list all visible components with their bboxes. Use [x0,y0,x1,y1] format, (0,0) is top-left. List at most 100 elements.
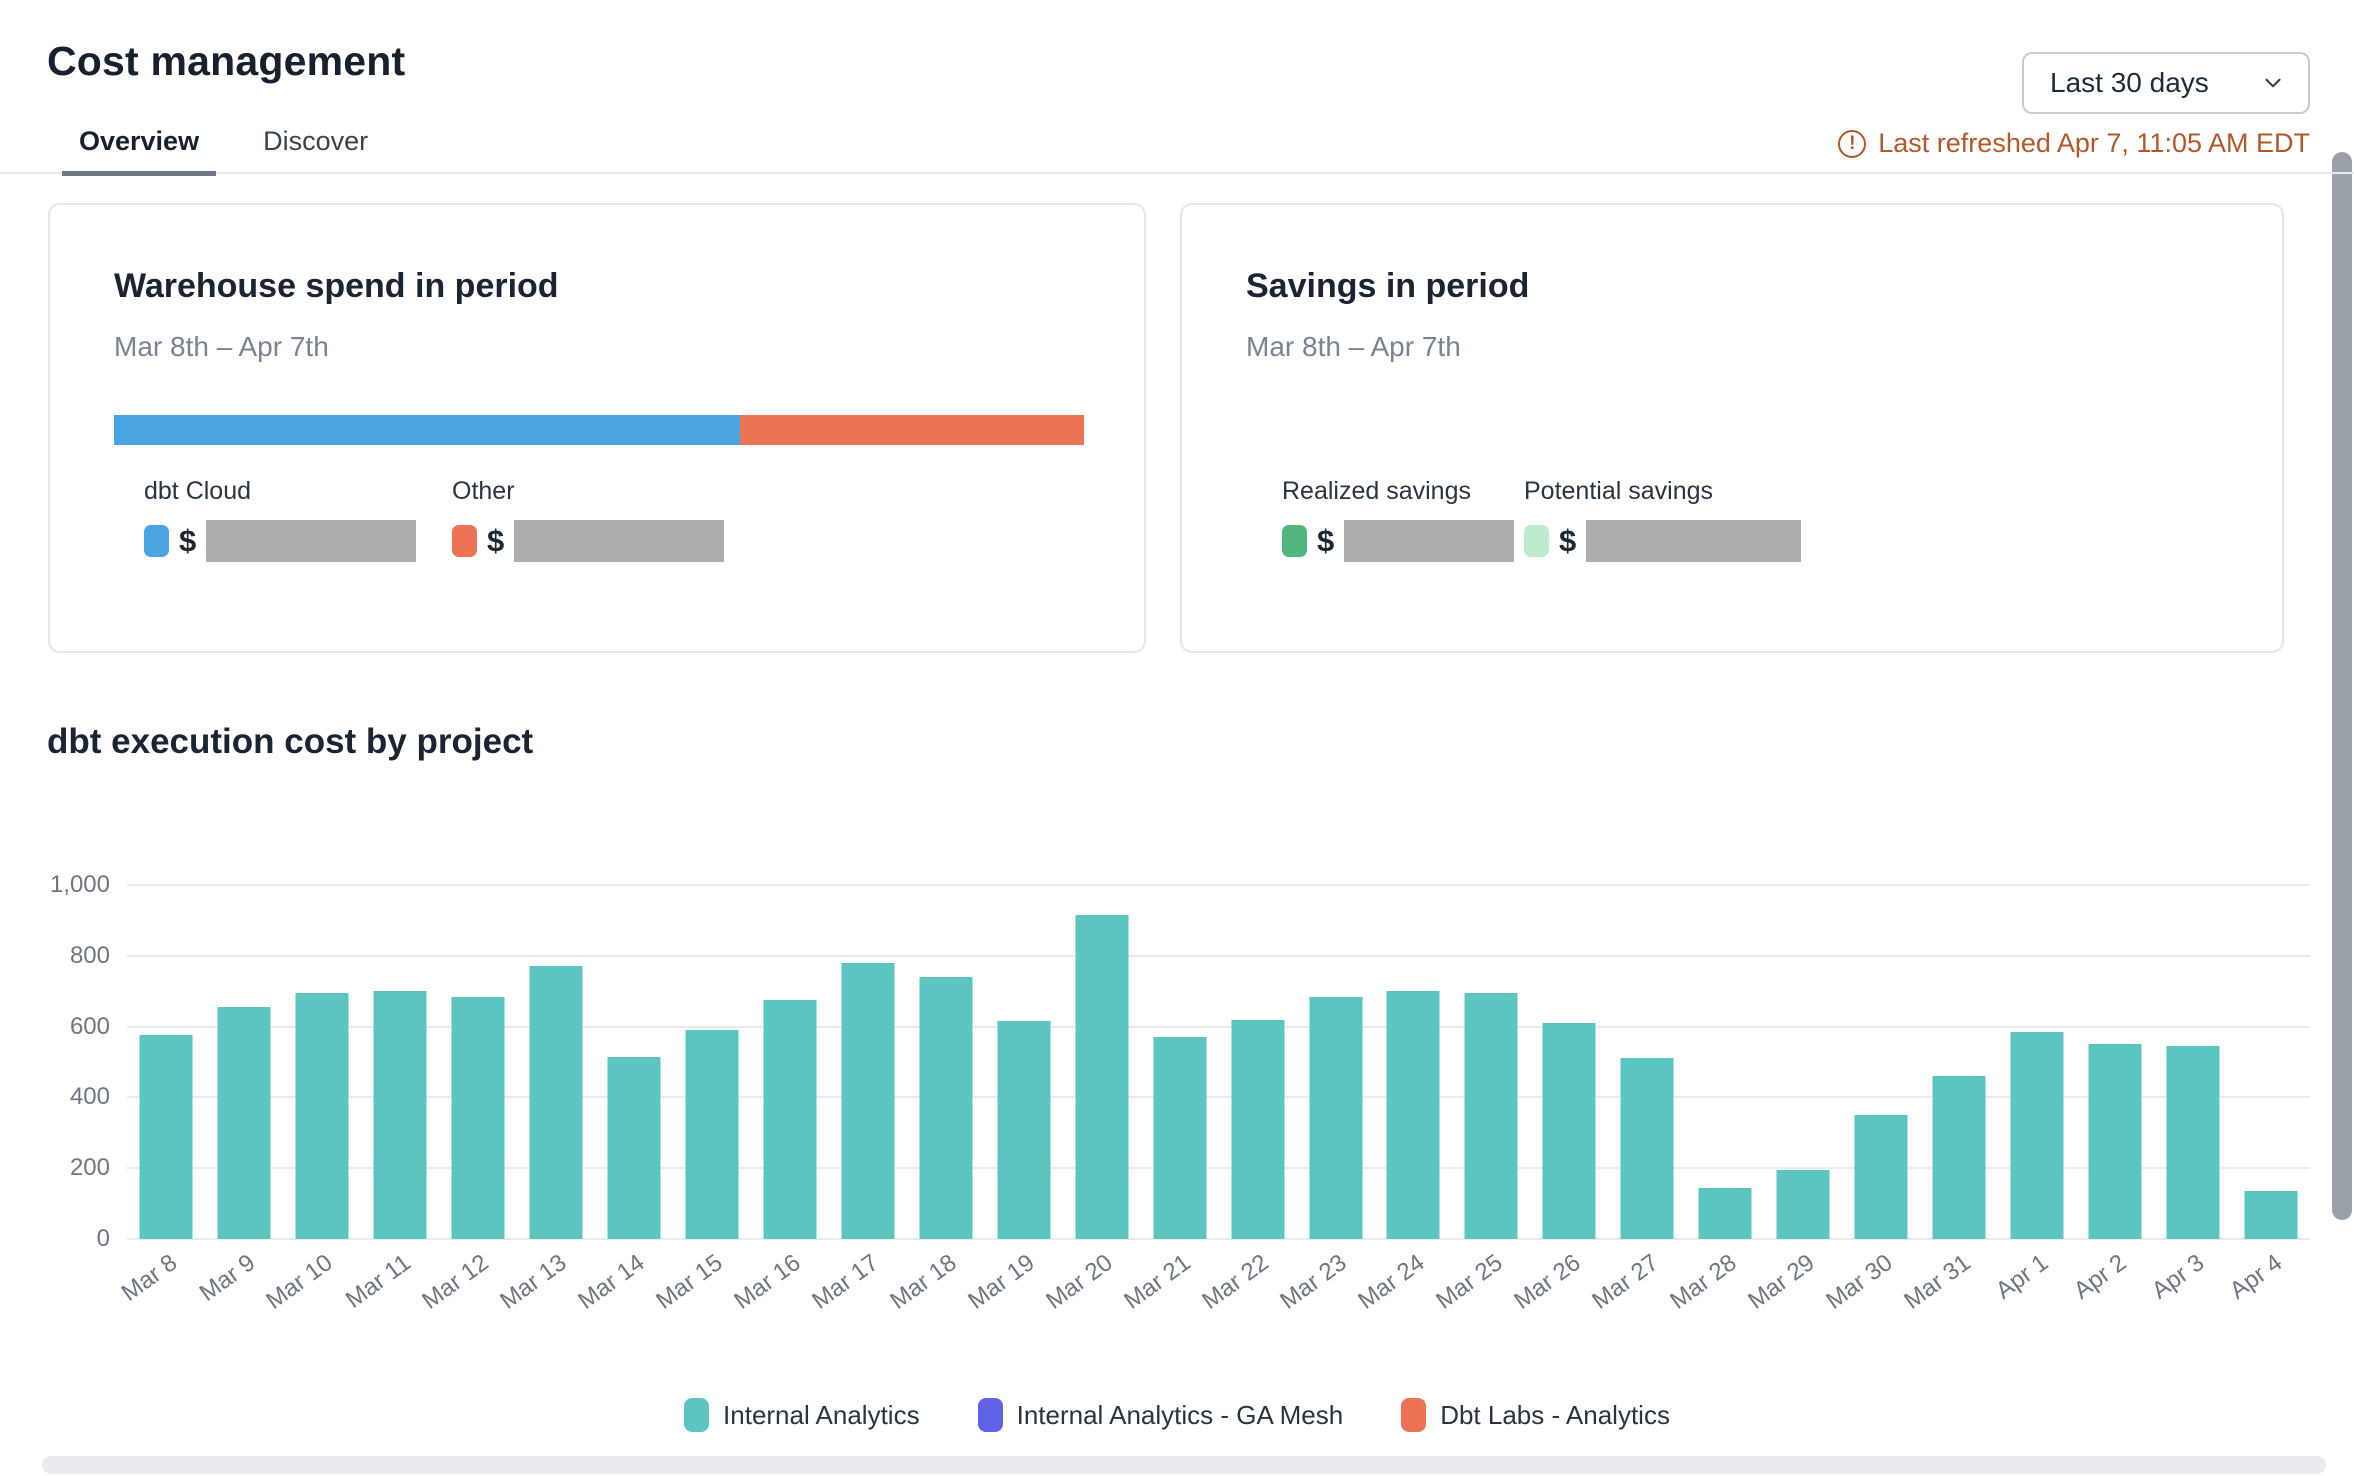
bar-mar-14[interactable] [607,1056,661,1239]
spend-legend-dbt-cloud: dbt Cloud $ [144,477,417,562]
bar-mar-22[interactable] [1231,1019,1285,1239]
chart-legend: Internal Analytics Internal Analytics - G… [0,1398,2354,1432]
bar-slot-mar-27: Mar 27 [1587,885,1686,1315]
x-tick-label: Mar 20 [1041,1249,1118,1315]
x-tick-label: Mar 19 [963,1249,1040,1315]
bar-mar-10[interactable] [295,992,349,1239]
tab-bar: Overview Discover [62,126,385,176]
bar-mar-24[interactable] [1386,991,1440,1239]
x-tick-label: Mar 24 [1353,1249,1430,1315]
x-tick-label: Mar 10 [261,1249,338,1315]
redacted-amount [514,520,725,562]
y-tick-label: 400 [69,1083,110,1111]
bar-mar-11[interactable] [373,991,427,1239]
bar-mar-18[interactable] [919,977,973,1239]
savings-card-period: Mar 8th – Apr 7th [1246,331,1461,362]
legend-label: Other [452,477,515,505]
chart-legend-item-internal-analytics[interactable]: Internal Analytics [684,1398,920,1432]
bar-mar-25[interactable] [1464,992,1518,1239]
bar-mar-17[interactable] [841,962,895,1239]
legend-label: Internal Analytics [723,1399,920,1430]
chart-legend-item-internal-analytics-ga-mesh[interactable]: Internal Analytics - GA Mesh [977,1398,1344,1432]
bar-slot-mar-17: Mar 17 [807,885,907,1315]
savings-legend-potential: Potential savings $ [1524,477,1802,562]
bar-mar-27[interactable] [1620,1058,1674,1239]
bar-apr-1[interactable] [2010,1031,2064,1239]
x-tick-label: Mar 21 [1119,1249,1196,1315]
last-refreshed-text: Last refreshed Apr 7, 11:05 AM EDT [1878,128,2310,158]
bar-apr-2[interactable] [2088,1044,2142,1239]
x-tick-label: Mar 16 [729,1249,806,1315]
bar-mar-21[interactable] [1153,1037,1207,1239]
horizontal-scrollbar[interactable] [42,1456,2326,1474]
legend-label: Internal Analytics - GA Mesh [1016,1399,1344,1430]
tab-discover[interactable]: Discover [263,126,369,156]
bar-slot-mar-28: Mar 28 [1665,885,1764,1315]
bar-slot-mar-11: Mar 11 [341,885,439,1314]
bar-mar-15[interactable] [685,1030,739,1239]
bar-mar-30[interactable] [1854,1115,1908,1239]
x-tick-label: Mar 22 [1197,1249,1274,1315]
savings-card-title: Savings in period [1246,267,1530,305]
bar-apr-4[interactable] [2244,1191,2298,1239]
bar-mar-23[interactable] [1309,996,1363,1239]
bar-mar-16[interactable] [763,1000,817,1239]
x-tick-label: Mar 30 [1820,1249,1898,1315]
bar-mar-29[interactable] [1776,1169,1830,1239]
date-range-value: Last 30 days [2050,67,2209,98]
bar-mar-8[interactable] [139,1035,193,1239]
x-tick-label: Mar 28 [1664,1249,1742,1315]
bar-slot-mar-31: Mar 31 [1899,885,1998,1315]
x-tick-label: Mar 18 [885,1249,962,1315]
x-tick-label: Mar 25 [1431,1249,1508,1315]
currency-symbol: $ [1317,523,1335,558]
currency-symbol: $ [179,523,197,558]
x-tick-label: Mar 13 [495,1249,572,1315]
x-tick-label: Apr 1 [1990,1249,2054,1305]
bar-mar-12[interactable] [451,996,505,1239]
bar-slot-mar-9: Mar 9 [194,885,283,1307]
bar-mar-13[interactable] [529,966,583,1239]
gridline [127,1096,2310,1099]
legend-swatch [1401,1398,1427,1432]
other-swatch [452,525,477,557]
bar-mar-28[interactable] [1698,1187,1752,1239]
redacted-amount [1586,520,1802,562]
gridline [127,884,2310,886]
bar-slot-apr-1: Apr 1 [1991,885,2076,1305]
currency-symbol: $ [487,523,505,558]
spend-legend-other: Other $ [452,477,725,562]
bar-mar-9[interactable] [217,1007,271,1239]
page-title: Cost management [47,38,406,84]
gridline [127,1167,2310,1170]
bar-mar-31[interactable] [1932,1076,1986,1239]
bar-mar-26[interactable] [1542,1023,1596,1239]
y-tick-label: 0 [96,1225,110,1252]
bar-mar-19[interactable] [997,1021,1051,1239]
date-range-dropdown[interactable]: Last 30 days [2022,52,2310,114]
vertical-scrollbar-thumb[interactable] [2332,152,2352,1220]
bar-mar-20[interactable] [1075,915,1129,1239]
x-tick-label: Mar 23 [1275,1249,1352,1315]
spend-bar-other-segment [739,415,1084,445]
bar-slot-mar-10: Mar 10 [261,885,361,1315]
bar-slot-apr-3: Apr 3 [2147,885,2232,1305]
legend-label: Dbt Labs - Analytics [1440,1399,1670,1430]
chart-legend-item-dbt-labs-analytics[interactable]: Dbt Labs - Analytics [1401,1398,1670,1432]
spend-card-period: Mar 8th – Apr 7th [114,331,329,362]
bar-slot-mar-21: Mar 21 [1119,885,1219,1315]
bar-slot-mar-25: Mar 25 [1431,885,1530,1315]
chart-plot: Mar 8 Mar 9 Mar 10 Mar 11 Mar 12 Mar 13 Mar 14… [116,884,2310,1315]
x-tick-label: Mar 15 [651,1249,728,1315]
bar-apr-3[interactable] [2166,1046,2220,1239]
realized-savings-swatch [1282,525,1307,557]
bar-slot-apr-4: Apr 4 [2225,885,2310,1305]
tab-overview[interactable]: Overview [62,126,217,176]
x-tick-label: Mar 26 [1508,1249,1586,1315]
bar-slot-mar-30: Mar 30 [1821,885,1920,1315]
alert-circle-icon: ! [1838,129,1867,158]
legend-label: dbt Cloud [144,477,252,505]
gridline [127,1238,2310,1240]
bar-slot-mar-23: Mar 23 [1275,885,1375,1315]
bar-slot-mar-8: Mar 8 [116,885,205,1307]
